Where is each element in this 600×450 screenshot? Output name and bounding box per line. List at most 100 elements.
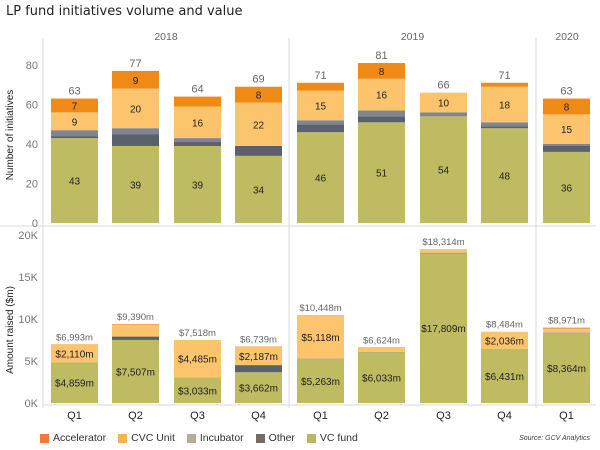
count-segment-label: 10 — [438, 99, 450, 110]
amount-bar-accelerator — [112, 324, 159, 325]
x-tick-label: Q3 — [190, 410, 205, 422]
amount-segment-label: $4,859m — [55, 379, 94, 390]
amount-bar-vc-fund — [235, 372, 282, 403]
x-tick-label: Q2 — [128, 410, 143, 422]
amount-total-label: $6,739m — [240, 334, 277, 345]
legend-label: Accelerator — [53, 432, 107, 444]
amount-segment-label: $4,485m — [178, 355, 217, 366]
count-bar-cvc-unit — [51, 112, 98, 131]
x-tick-label: Q2 — [374, 410, 389, 422]
count-bar-other — [51, 136, 98, 139]
legend-label: CVC Unit — [131, 432, 175, 444]
count-segment-label: 46 — [315, 174, 327, 185]
legend-item-other: Other — [255, 432, 295, 444]
amount-segment-label: $2,036m — [485, 336, 524, 347]
chart-title: LP fund initiatives volume and value — [6, 4, 243, 19]
amount-bar-vc-fund — [112, 339, 159, 403]
year-label-2018: 2018 — [154, 31, 178, 43]
amount-segment-label: $2,187m — [239, 352, 278, 363]
count-segment-label: 18 — [499, 101, 511, 112]
count-segment-label: 9 — [72, 117, 78, 128]
x-tick-label: Q1 — [313, 410, 328, 422]
legend-item-accelerator: Accelerator — [40, 432, 106, 444]
amount-bar-vc-fund — [358, 352, 405, 403]
amount-y-axis-label: Amount raised ($m) — [5, 286, 16, 374]
count-total-label: 77 — [129, 58, 141, 70]
amount-bar-vc-fund — [543, 332, 590, 403]
count-bar-accelerator — [297, 82, 344, 91]
amount-total-label: $7,518m — [179, 328, 216, 339]
amount-bar-incubator — [543, 332, 590, 333]
count-bar-other — [481, 126, 528, 129]
legend: Accelerator CVC Unit Incubator Other VC … — [40, 432, 358, 444]
count-total-label: 81 — [375, 50, 387, 62]
count-segment-label: 34 — [253, 185, 265, 196]
count-segment-label: 22 — [253, 120, 265, 131]
count-bar-other — [235, 145, 282, 156]
count-y-axis-label: Number of initiatives — [5, 90, 16, 181]
amount-bar-cvc-unit — [174, 339, 221, 378]
amount-total-label: $8,484m — [486, 320, 523, 331]
amount-segment-label: $3,662m — [239, 384, 278, 395]
legend-swatch-cvc-unit — [118, 433, 128, 443]
count-total-label: 63 — [68, 86, 80, 98]
amount-segment-label: $5,118m — [301, 333, 339, 344]
count-total-label: 71 — [498, 70, 510, 82]
count-bar-other — [112, 134, 159, 146]
amount-segment-label: $17,809m — [421, 324, 465, 335]
source-note: Source: GCV Analytics — [519, 435, 590, 442]
amount-bar-cvc-unit — [235, 346, 282, 366]
count-bar-incubator — [112, 128, 159, 135]
amount-segment-label: $6,033m — [362, 374, 401, 385]
count-bar-vc-fund — [112, 145, 159, 223]
count-bar-incubator — [297, 120, 344, 125]
amount-bar-other — [112, 336, 159, 340]
count-segment-label: 8 — [379, 67, 385, 78]
count-total-label: 63 — [560, 86, 572, 98]
amount-segment-label: $5,263m — [301, 377, 340, 388]
amount-bar-cvc-unit — [420, 249, 467, 253]
count-bar-vc-fund — [358, 122, 405, 223]
legend-swatch-incubator — [186, 433, 196, 443]
amount-total-label: $18,314m — [422, 237, 464, 248]
amount-bar-vc-fund — [481, 348, 528, 403]
x-tick-label: Q4 — [497, 410, 512, 422]
count-segment-label: 15 — [315, 101, 327, 112]
x-tick-label: Q3 — [436, 410, 451, 422]
legend-item-incubator: Incubator — [186, 432, 244, 444]
count-segment-label: 9 — [133, 76, 139, 87]
count-bar-vc-fund — [297, 132, 344, 223]
amount-segment-label: $2,110m — [55, 349, 93, 360]
count-bar-vc-fund — [174, 145, 221, 223]
amount-bar-incubator — [420, 252, 467, 254]
amount-bar-cvc-unit — [297, 315, 344, 359]
amount-total-label: $8,971m — [548, 316, 585, 327]
count-segment-label: 20 — [130, 104, 142, 115]
amount-bar-vc-fund — [174, 377, 221, 403]
amount-y-tick-label: 15K — [18, 272, 38, 284]
count-bar-cvc-unit — [235, 102, 282, 146]
count-bar-incubator — [481, 122, 528, 127]
legend-item-cvc-unit: CVC Unit — [118, 432, 175, 444]
amount-bar-cvc-unit — [358, 347, 405, 352]
count-segment-label: 16 — [376, 91, 388, 102]
legend-label: VC fund — [319, 432, 358, 444]
count-bar-other — [297, 124, 344, 133]
amount-segment-label: $8,364m — [547, 364, 586, 375]
count-y-tick-label: 80 — [26, 60, 38, 72]
count-bar-incubator — [174, 138, 221, 143]
count-segment-label: 48 — [499, 172, 511, 183]
count-bar-vc-fund — [420, 116, 467, 223]
count-segment-label: 36 — [561, 183, 573, 194]
count-bar-accelerator — [112, 70, 159, 89]
count-segment-label: 51 — [376, 169, 388, 180]
amount-y-tick-label: 10K — [18, 314, 38, 326]
count-bar-cvc-unit — [543, 114, 590, 144]
count-y-tick-label: 0 — [32, 218, 38, 230]
count-segment-label: 54 — [438, 166, 450, 177]
count-bar-vc-fund — [481, 128, 528, 223]
amount-segment-label: $7,507m — [116, 367, 155, 378]
count-bar-cvc-unit — [112, 88, 159, 129]
count-total-label: 71 — [314, 70, 326, 82]
